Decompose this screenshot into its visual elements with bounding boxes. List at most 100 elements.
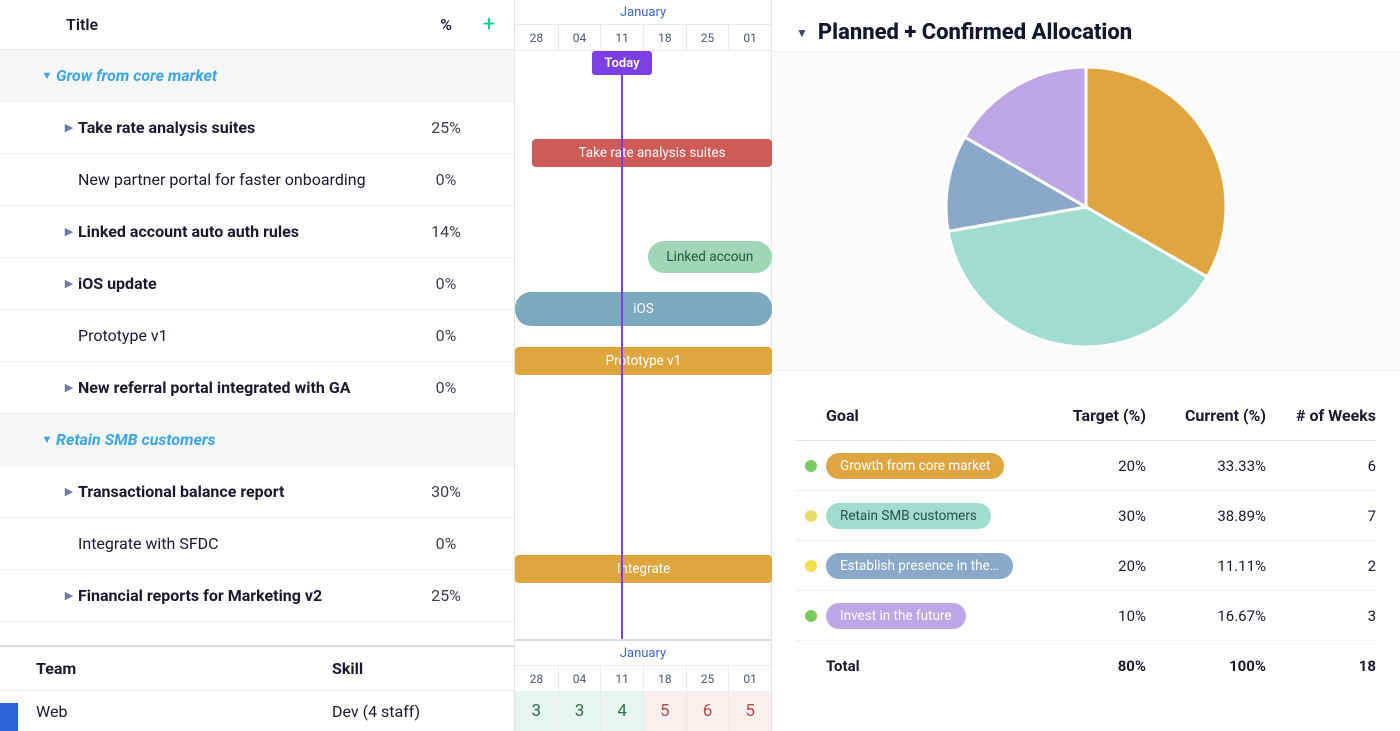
goal-weeks: 6 [1266,457,1376,475]
goal-target: 10% [1046,607,1146,625]
goal-table: Goal Target (%) Current (%) # of Weeks G… [796,391,1376,691]
gantt-bar[interactable]: Integrate [515,555,772,583]
pie-chart [941,62,1231,352]
goal-target: 20% [1046,457,1146,475]
tree-item-row[interactable]: New partner portal for faster onboarding… [0,154,514,206]
tree-body: ▼Grow from core market▶Take rate analysi… [0,50,514,645]
timeline-body[interactable]: Today Take rate analysis suites Linked acc… [515,51,771,639]
day-cell[interactable]: 25 [686,25,729,50]
goal-row[interactable]: Establish presence in the… 20% 11.11% 2 [796,541,1376,591]
status-dot [805,460,817,472]
timeline-footer-month: January [515,641,771,666]
chevron-down-icon: ▼ [38,433,56,446]
footer-day-cell[interactable]: 18 [643,666,686,691]
tree-item-row[interactable]: ▶iOS update0% [0,258,514,310]
item-percent: 30% [416,482,476,501]
goal-row[interactable]: Retain SMB customers 30% 38.89% 7 [796,491,1376,541]
load-cell: 3 [515,691,558,731]
goal-total-target: 80% [1046,657,1146,675]
allocation-title-row[interactable]: ▼ Planned + Confirmed Allocation [796,20,1376,45]
goal-weeks: 3 [1266,607,1376,625]
footer-day-cell[interactable]: 01 [728,666,771,691]
tree-item-row[interactable]: ▶Take rate analysis suites25% [0,102,514,154]
status-dot [805,560,817,572]
item-label: Transactional balance report [78,482,416,501]
load-cell: 5 [728,691,771,731]
item-percent: 0% [416,378,476,397]
task-tree-panel: Title % + ▼Grow from core market▶Take ra… [0,0,515,731]
chevron-right-icon: ▶ [60,485,78,498]
today-marker: Today [592,51,652,75]
resource-header-team: Team [36,659,332,678]
resource-row[interactable]: Web Dev (4 staff) [0,691,514,731]
status-dot [805,510,817,522]
tree-item-row[interactable]: ▶Transactional balance report30% [0,466,514,518]
gantt-bar[interactable]: Linked accoun [648,241,772,273]
allocation-panel: ▼ Planned + Confirmed Allocation Goal Ta… [772,0,1400,731]
item-percent: 25% [416,118,476,137]
goal-total-label: Total [826,657,1046,675]
footer-day-cell[interactable]: 28 [515,666,558,691]
chevron-right-icon: ▶ [60,121,78,134]
tree-item-row[interactable]: Prototype v10% [0,310,514,362]
goal-total-current: 100% [1146,657,1266,675]
goal-current: 11.11% [1146,557,1266,575]
chevron-right-icon: ▶ [60,381,78,394]
goal-total-weeks: 18 [1266,657,1376,675]
gantt-bar[interactable]: iOS [515,292,772,326]
tree-group-row[interactable]: ▼Grow from core market [0,50,514,102]
goal-target: 30% [1046,507,1146,525]
tree-item-row[interactable]: ▶Linked account auto auth rules14% [0,206,514,258]
footer-day-cell[interactable]: 25 [686,666,729,691]
goal-current: 16.67% [1146,607,1266,625]
item-label: Linked account auto auth rules [78,222,416,241]
day-cell[interactable]: 01 [728,25,771,50]
resize-handle[interactable] [0,703,18,731]
goal-current: 33.33% [1146,457,1266,475]
timeline-days-row: 280411182501 [515,25,771,50]
gt-h-goal: Goal [826,406,1046,425]
resource-skill: Dev (4 staff) [332,702,502,721]
day-cell[interactable]: 04 [558,25,601,50]
tree-header-title: Title [66,15,416,34]
tree-item-row[interactable]: ▶New referral portal integrated with GA0… [0,362,514,414]
timeline-header: January 280411182501 [515,0,771,51]
goal-badge: Growth from core market [826,453,1004,479]
goal-weeks: 7 [1266,507,1376,525]
item-label: Integrate with SFDC [78,534,416,553]
gantt-bar[interactable]: Take rate analysis suites [532,139,772,167]
item-percent: 0% [416,326,476,345]
gt-h-target: Target (%) [1046,406,1146,425]
day-cell[interactable]: 11 [600,25,643,50]
chevron-right-icon: ▶ [60,225,78,238]
day-cell[interactable]: 28 [515,25,558,50]
item-label: New partner portal for faster onboarding [78,170,416,189]
gantt-bar[interactable]: Prototype v1 [515,347,772,375]
item-percent: 0% [416,534,476,553]
load-cell: 3 [558,691,601,731]
pie-chart-zone [772,51,1400,371]
timeline-month: January [515,0,771,25]
resource-team: Web [36,702,332,721]
app-root: Title % + ▼Grow from core market▶Take ra… [0,0,1400,731]
goal-total-row: Total 80% 100% 18 [796,641,1376,691]
footer-day-cell[interactable]: 04 [558,666,601,691]
item-label: Financial reports for Marketing v2 [78,586,416,605]
chevron-down-icon: ▼ [796,26,808,40]
timeline-panel: January 280411182501 TodayTake rate anal… [515,0,772,731]
day-cell[interactable]: 18 [643,25,686,50]
gt-h-weeks: # of Weeks [1266,406,1376,425]
goal-row[interactable]: Invest in the future 10% 16.67% 3 [796,591,1376,641]
tree-item-row[interactable]: Integrate with SFDC0% [0,518,514,570]
tree-item-row[interactable]: ▶Financial reports for Marketing v225% [0,570,514,622]
tree-header-percent: % [416,15,476,34]
goal-row[interactable]: Growth from core market 20% 33.33% 6 [796,441,1376,491]
add-column-button[interactable]: + [476,12,502,37]
tree-group-row[interactable]: ▼Retain SMB customers [0,414,514,466]
goal-badge: Invest in the future [826,603,966,629]
footer-day-cell[interactable]: 11 [600,666,643,691]
load-cell: 6 [686,691,729,731]
timeline-footer-days: 280411182501 [515,666,771,691]
item-percent: 25% [416,586,476,605]
item-label: Take rate analysis suites [78,118,416,137]
